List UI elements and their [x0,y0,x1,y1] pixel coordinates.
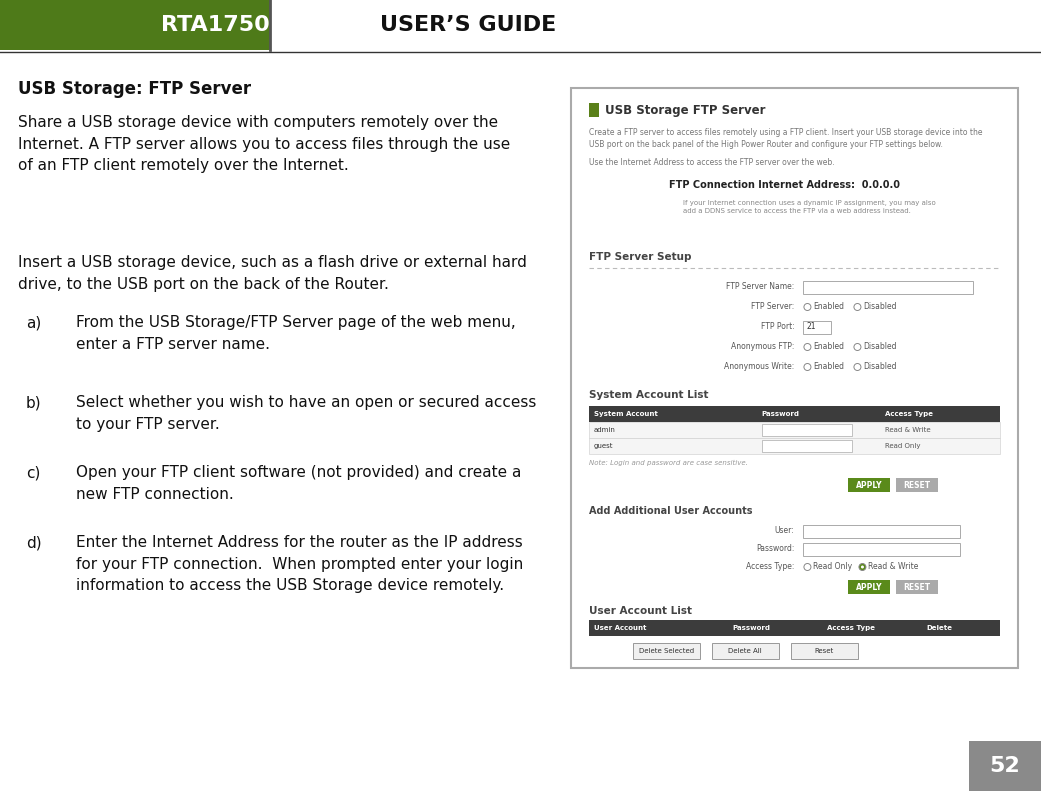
Text: FTP Server:: FTP Server: [752,302,794,311]
Text: System Account: System Account [594,411,658,417]
Text: Reset: Reset [814,648,834,654]
Text: Delete All: Delete All [729,648,762,654]
Circle shape [804,563,811,570]
Circle shape [804,304,811,311]
Bar [848,580,890,594]
Text: RESET: RESET [904,480,931,490]
FancyBboxPatch shape [633,643,700,659]
Bar [804,543,960,556]
Text: Anonymous FTP:: Anonymous FTP: [731,342,794,351]
Circle shape [859,563,866,570]
Text: Access Type: Access Type [885,411,933,417]
Text: USER’S GUIDE: USER’S GUIDE [380,15,556,35]
Text: Password: Password [762,411,799,417]
Bar [270,0,1041,50]
Text: User:: User: [775,526,794,535]
Text: Enabled: Enabled [813,302,844,311]
Circle shape [854,364,861,370]
Text: Select whether you wish to have an open or secured access
to your FTP server.: Select whether you wish to have an open … [76,395,536,432]
FancyBboxPatch shape [712,643,779,659]
Text: Share a USB storage device with computers remotely over the
Internet. A FTP serv: Share a USB storage device with computer… [18,115,510,173]
Text: Disabled: Disabled [863,342,897,351]
Text: Enabled: Enabled [813,342,844,351]
Text: Anonymous Write:: Anonymous Write: [725,362,794,371]
Bar [896,478,938,492]
Bar [804,321,832,334]
Bar [804,525,960,538]
Text: APPLY: APPLY [856,480,883,490]
Bar [589,620,1000,636]
Circle shape [854,304,861,311]
Text: USB Storage FTP Server: USB Storage FTP Server [605,104,765,117]
Text: Disabled: Disabled [863,302,897,311]
Bar [804,281,973,294]
Text: 21: 21 [807,322,816,331]
Text: Enter the Internet Address for the router as the IP address
for your FTP connect: Enter the Internet Address for the route… [76,535,524,593]
Text: c): c) [26,465,41,480]
Text: Read & Write: Read & Write [868,562,919,571]
Bar [589,406,1000,422]
Text: Create a FTP server to access files remotely using a FTP client. Insert your USB: Create a FTP server to access files remo… [589,128,983,149]
Text: Enabled: Enabled [813,362,844,371]
Bar [762,424,852,436]
Text: Delete: Delete [926,625,953,631]
Text: Password:: Password: [756,544,794,553]
Bar [762,440,852,452]
Text: Delete Selected: Delete Selected [638,648,693,654]
Text: USB Storage: FTP Server: USB Storage: FTP Server [18,80,251,98]
Text: User Account: User Account [594,625,646,631]
Bar [589,438,1000,454]
Circle shape [804,343,811,350]
Text: Access Type: Access Type [828,625,875,631]
Bar [848,478,890,492]
Text: FTP Port:: FTP Port: [761,322,794,331]
Text: a): a) [26,315,42,330]
Text: guest: guest [594,443,613,449]
Text: Read Only: Read Only [813,562,853,571]
Text: FTP Server Name:: FTP Server Name: [727,282,794,291]
Text: Read Only: Read Only [885,443,920,449]
Text: admin: admin [594,427,616,433]
Bar [572,88,1018,668]
Text: APPLY: APPLY [856,582,883,592]
Text: d): d) [26,535,42,550]
Text: Password: Password [733,625,770,631]
Text: RTA1750: RTA1750 [160,15,270,35]
Text: 52: 52 [990,756,1020,776]
Bar [0,0,270,50]
Bar [589,422,1000,438]
Bar [896,580,938,594]
Bar [589,103,599,117]
Circle shape [804,364,811,370]
Text: Use the Internet Address to access the FTP server over the web.: Use the Internet Address to access the F… [589,158,835,167]
Text: Read & Write: Read & Write [885,427,931,433]
Text: Open your FTP client software (not provided) and create a
new FTP connection.: Open your FTP client software (not provi… [76,465,522,501]
Text: From the USB Storage/FTP Server page of the web menu,
enter a FTP server name.: From the USB Storage/FTP Server page of … [76,315,515,352]
Text: Disabled: Disabled [863,362,897,371]
Text: User Account List: User Account List [589,606,692,616]
Bar [969,741,1041,791]
Text: Add Additional User Accounts: Add Additional User Accounts [589,506,753,516]
Text: If your Internet connection uses a dynamic IP assignment, you may also
add a DDN: If your Internet connection uses a dynam… [683,200,936,214]
Text: Note: Login and password are case sensitive.: Note: Login and password are case sensit… [589,460,747,466]
Circle shape [854,343,861,350]
Text: Access Type:: Access Type: [746,562,794,571]
Circle shape [861,566,864,569]
Text: System Account List: System Account List [589,390,709,400]
Text: FTP Connection Internet Address:  0.0.0.0: FTP Connection Internet Address: 0.0.0.0 [669,180,900,190]
Text: b): b) [26,395,42,410]
Text: Insert a USB storage device, such as a flash drive or external hard
drive, to th: Insert a USB storage device, such as a f… [18,255,527,292]
FancyBboxPatch shape [790,643,858,659]
Text: FTP Server Setup: FTP Server Setup [589,252,691,262]
Text: RESET: RESET [904,582,931,592]
